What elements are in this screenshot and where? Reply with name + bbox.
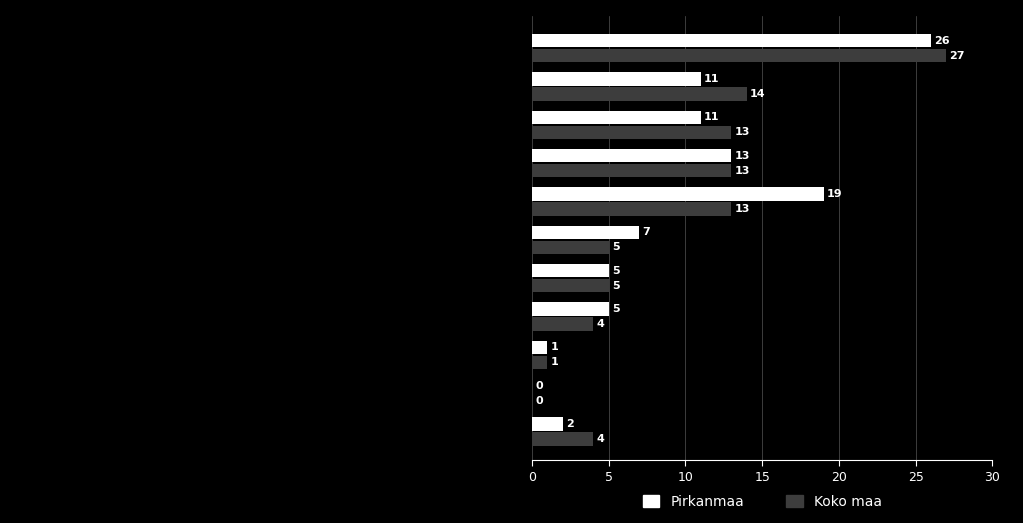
Text: 4: 4	[596, 319, 605, 329]
Bar	[532, 49, 946, 62]
Bar	[532, 241, 609, 254]
Text: 13: 13	[735, 204, 750, 214]
Bar	[532, 34, 931, 48]
Legend: Pirkanmaa, Koko maa: Pirkanmaa, Koko maa	[635, 487, 889, 516]
Bar	[532, 226, 639, 239]
Text: 14: 14	[750, 89, 765, 99]
Bar	[532, 417, 563, 431]
Text: 13: 13	[735, 166, 750, 176]
Bar	[532, 433, 593, 446]
Text: 26: 26	[934, 36, 949, 46]
Text: 27: 27	[949, 51, 965, 61]
Bar	[532, 264, 609, 277]
Bar	[532, 202, 731, 215]
Text: 1: 1	[550, 343, 559, 353]
Text: 5: 5	[612, 281, 619, 291]
Text: 11: 11	[704, 112, 719, 122]
Bar	[532, 87, 747, 101]
Text: 0: 0	[535, 395, 542, 406]
Bar	[532, 356, 547, 369]
Text: 11: 11	[704, 74, 719, 84]
Bar	[532, 111, 701, 124]
Text: 2: 2	[566, 419, 574, 429]
Text: 1: 1	[550, 357, 559, 367]
Text: 0: 0	[535, 381, 542, 391]
Bar	[532, 164, 731, 177]
Text: 13: 13	[735, 128, 750, 138]
Bar	[532, 279, 609, 292]
Bar	[532, 126, 731, 139]
Text: 7: 7	[642, 228, 651, 237]
Text: 5: 5	[612, 266, 619, 276]
Bar	[532, 149, 731, 163]
Bar	[532, 340, 547, 354]
Bar	[532, 187, 824, 201]
Text: 4: 4	[596, 434, 605, 444]
Text: 5: 5	[612, 242, 619, 253]
Text: 19: 19	[827, 189, 842, 199]
Text: 13: 13	[735, 151, 750, 161]
Bar	[532, 72, 701, 86]
Text: 5: 5	[612, 304, 619, 314]
Bar	[532, 302, 609, 316]
Bar	[532, 317, 593, 331]
